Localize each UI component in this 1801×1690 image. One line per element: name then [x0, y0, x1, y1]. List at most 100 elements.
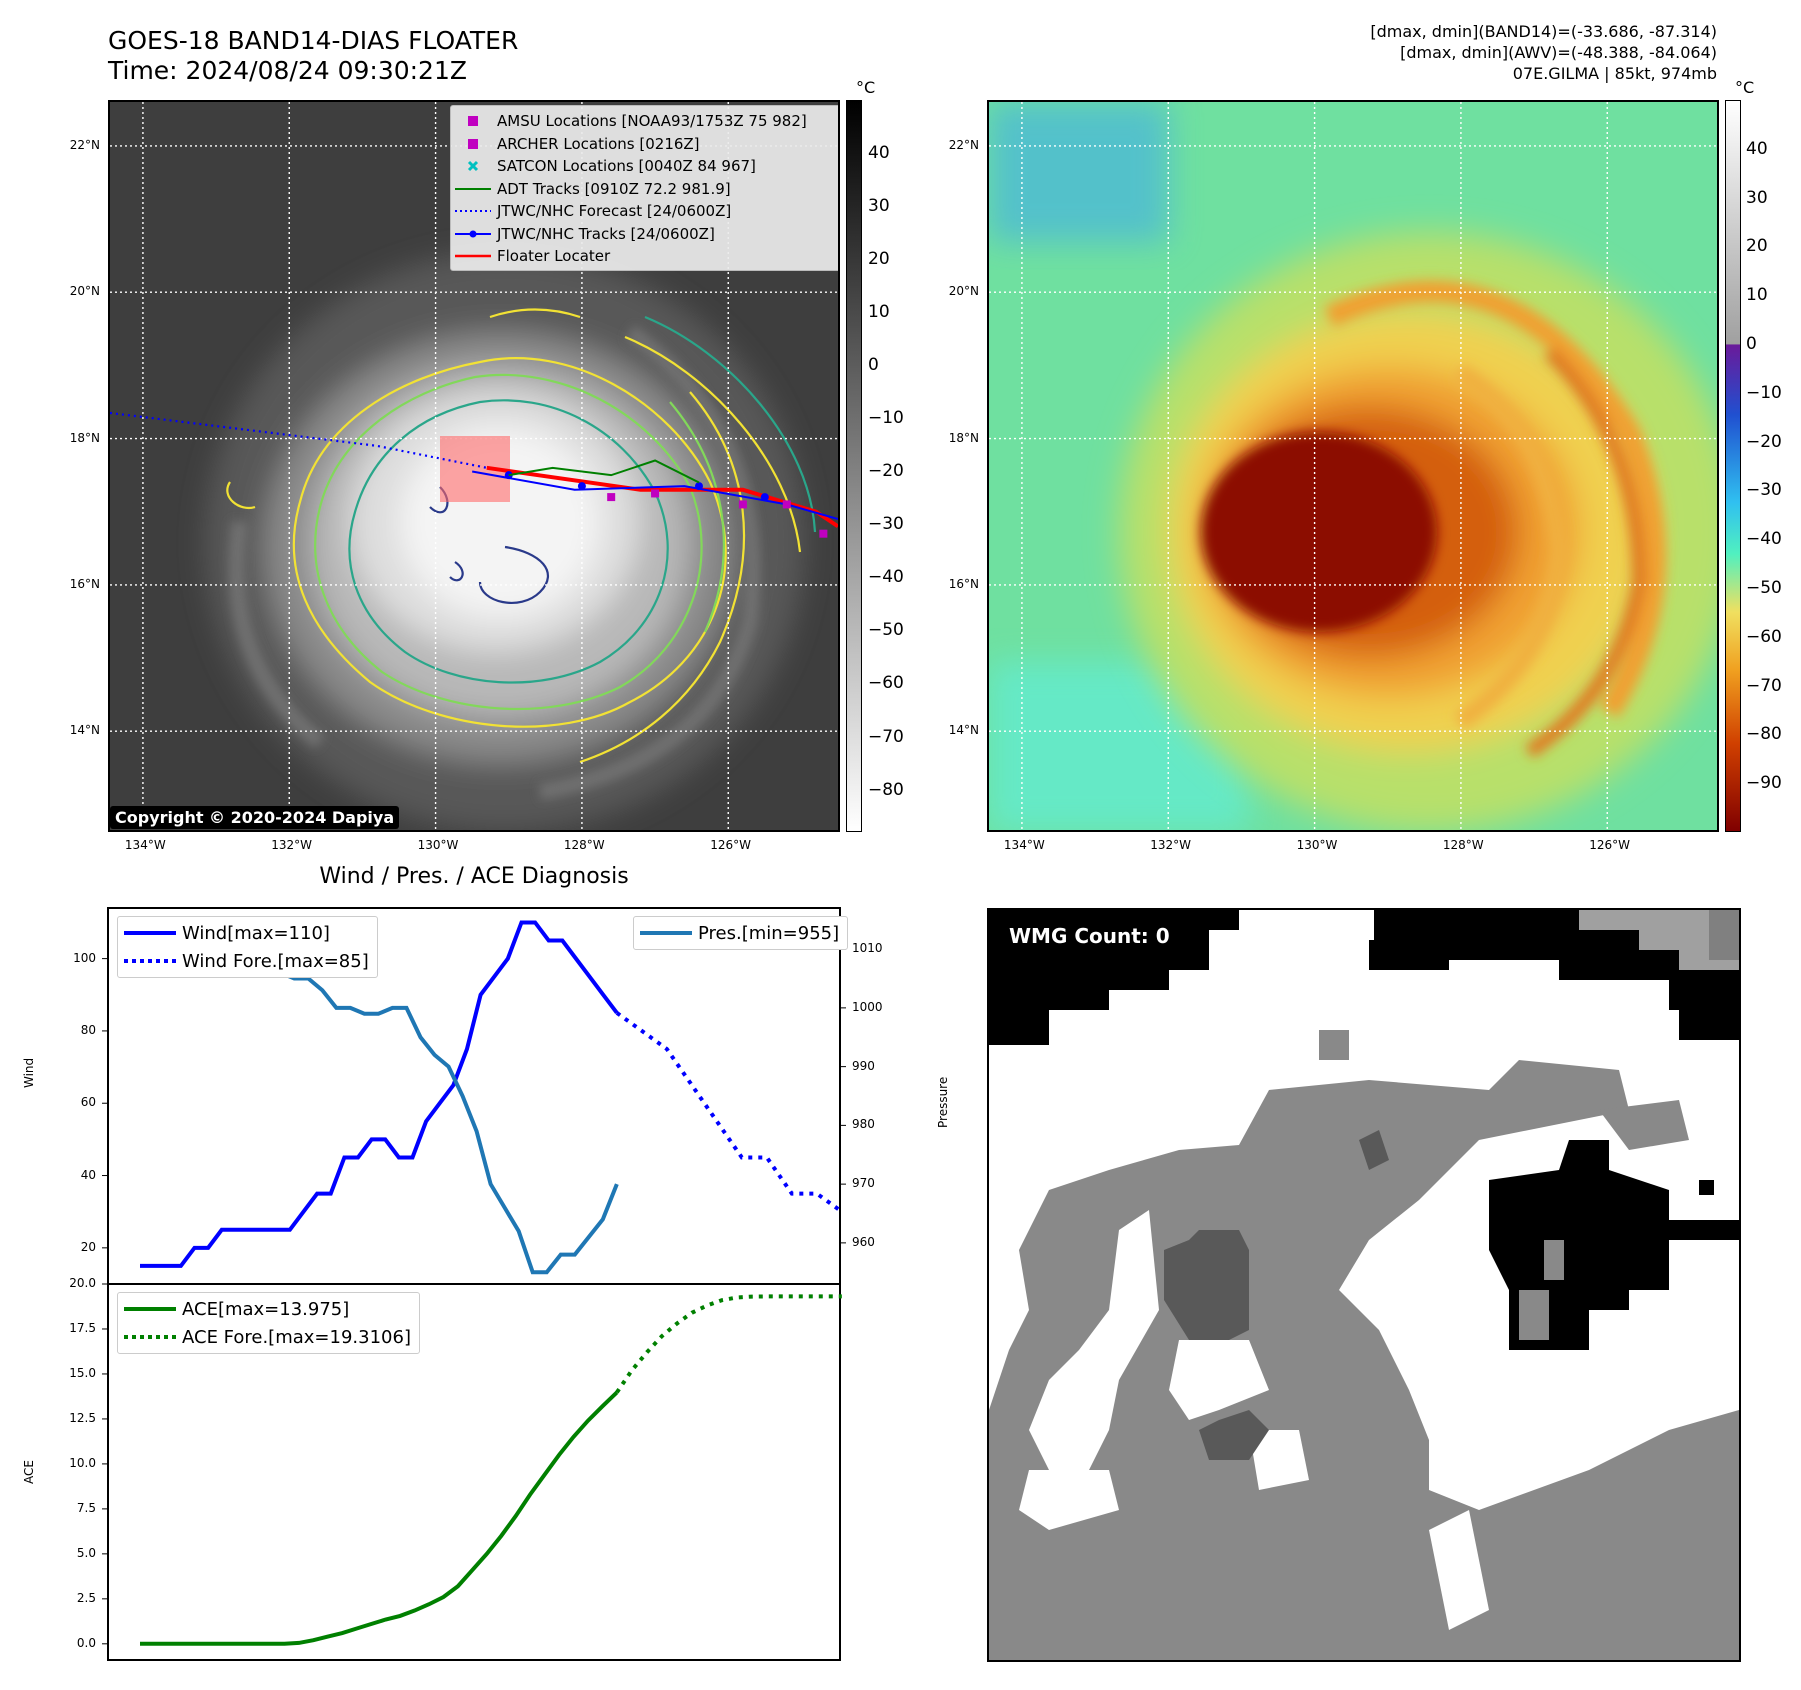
best-track-point: [577, 482, 586, 491]
colorbar-tick-label: −20: [1746, 431, 1782, 452]
lat-tick-label: 14°N: [948, 723, 979, 738]
lat-tick-label: 20°N: [69, 284, 100, 299]
colorbar-tick-label: −60: [868, 673, 904, 694]
dotted-line-icon: [124, 958, 176, 964]
line-icon: [455, 253, 491, 259]
legend-amsu: AMSU Locations [NOAA93/1753Z 75 982]: [455, 110, 837, 133]
lon-tick-label: 132°W: [271, 838, 313, 852]
colorbar-tick-label: 30: [1746, 187, 1768, 208]
ace-tick-label: 5.0: [76, 1545, 96, 1560]
ace-tick-label: 12.5: [69, 1410, 96, 1425]
legend-floater-label: Floater Locater: [497, 247, 611, 266]
legend-ace-fore-label: ACE Fore.[max=19.3106]: [182, 1326, 411, 1348]
legend-forecast-label: JTWC/NHC Forecast [24/0600Z]: [497, 202, 732, 221]
legend-archer-label: ARCHER Locations [0216Z]: [497, 134, 700, 153]
pressure-tick-label: 1010: [852, 941, 883, 956]
diag-chart: [102, 907, 846, 1661]
best-track-point: [694, 482, 703, 491]
colorbar-tick-label: −60: [1746, 626, 1782, 647]
legend-amsu-label: AMSU Locations [NOAA93/1753Z 75 982]: [497, 112, 807, 131]
colorbar-tick-label: −90: [1746, 773, 1782, 794]
amsu-location-marker: [738, 500, 747, 509]
wind-legend: Wind[max=110] Wind Fore.[max=85]: [117, 916, 378, 978]
ace-tick-label: 10.0: [69, 1455, 96, 1470]
wind-series-line: [140, 920, 619, 1268]
colorbar-tick-label: −50: [868, 620, 904, 641]
dotted-line-icon: [124, 1334, 176, 1340]
pressure-legend: Pres.[min=955]: [633, 916, 849, 950]
diag-lines: [138, 918, 844, 1646]
colorbar-tick-label: −10: [868, 408, 904, 429]
diag-title: Wind / Pres. / ACE Diagnosis: [319, 864, 629, 889]
info-line2: [dmax, dmin](AWV)=(-48.388, -84.064): [1400, 43, 1717, 62]
legend-floater: Floater Locater: [455, 245, 837, 268]
wind-forecast-line: [615, 1011, 844, 1214]
ir-colorbar: [846, 100, 862, 832]
pressure-axis-label: Pressure: [936, 1076, 950, 1128]
legend-forecast: JTWC/NHC Forecast [24/0600Z]: [455, 200, 837, 223]
lat-tick-label: 22°N: [69, 137, 100, 152]
square-icon: [455, 138, 491, 150]
pressure-tick-label: 990: [852, 1058, 875, 1073]
lon-tick-label: 130°W: [417, 838, 459, 852]
ace-axis-label: ACE: [22, 1460, 36, 1484]
colorbar-tick-label: 20: [1746, 236, 1768, 257]
ace-tick-label: 2.5: [76, 1590, 96, 1605]
adt-track-line: [508, 459, 700, 484]
lon-tick-label: 130°W: [1296, 838, 1338, 852]
legend-wind-fore: Wind Fore.[max=85]: [118, 947, 369, 975]
colorbar-tick-label: −40: [1746, 529, 1782, 550]
amsu-location-marker: [651, 489, 660, 498]
square-icon: [455, 115, 491, 127]
legend-pres: Pres.[min=955]: [634, 919, 839, 947]
lat-tick-label: 22°N: [948, 137, 979, 152]
legend-adt: ADT Tracks [0910Z 72.2 981.9]: [455, 178, 837, 201]
floater-track-line: [486, 465, 838, 529]
ir-gridlines: [110, 102, 838, 830]
colorbar-tick-label: −20: [868, 461, 904, 482]
lon-tick-label: 126°W: [710, 838, 752, 852]
ace-tick-label: 15.0: [69, 1365, 96, 1380]
best-track-line: [471, 470, 838, 521]
lat-tick-label: 18°N: [69, 430, 100, 445]
colorbar-tick-label: 20: [868, 249, 890, 270]
legend-tracks: JTWC/NHC Tracks [24/0600Z]: [455, 223, 837, 246]
awv-colorbar: [1725, 100, 1741, 832]
legend-ace-label: ACE[max=13.975]: [182, 1298, 350, 1320]
colorbar-tick-label: −80: [868, 779, 904, 800]
pressure-tick-label: 970: [852, 1176, 875, 1191]
lon-tick-label: 132°W: [1150, 838, 1192, 852]
wmg-image: [989, 910, 1739, 1660]
storm-tracks: [110, 411, 838, 538]
lon-tick-label: 134°W: [124, 838, 166, 852]
colorbar-tick-label: −40: [868, 567, 904, 588]
amsu-location-marker: [607, 493, 616, 502]
pressure-tick-label: 960: [852, 1234, 875, 1249]
best-track-point: [760, 493, 769, 502]
wind-tick-label: 40: [80, 1167, 96, 1182]
ir-legend: AMSU Locations [NOAA93/1753Z 75 982] ARC…: [450, 105, 838, 271]
ace-series-line: [140, 1390, 619, 1646]
lon-tick-label: 134°W: [1003, 838, 1045, 852]
line-dot-icon: [455, 229, 491, 239]
colorbar-tick-label: 10: [868, 302, 890, 323]
ace-tick-label: 0.0: [76, 1635, 96, 1650]
colorbar-tick-label: 40: [868, 143, 890, 164]
colorbar-tick-label: −30: [1746, 480, 1782, 501]
x-marker-icon: [455, 160, 491, 172]
forecast-track-line: [110, 411, 488, 469]
lon-tick-label: 128°W: [1442, 838, 1484, 852]
legend-pres-label: Pres.[min=955]: [698, 922, 840, 944]
copyright-label: Copyright © 2020-2024 Dapiya: [110, 806, 400, 829]
wind-tick-label: 100: [73, 950, 96, 965]
amsu-location-marker: [819, 529, 828, 538]
legend-wind: Wind[max=110]: [118, 919, 369, 947]
legend-archer: ARCHER Locations [0216Z]: [455, 133, 837, 156]
legend-wind-fore-label: Wind Fore.[max=85]: [182, 950, 369, 972]
colorbar-tick-label: 10: [1746, 285, 1768, 306]
ace-forecast-line: [615, 1294, 842, 1394]
ace-tick-label: 20.0: [69, 1276, 96, 1290]
legend-satcon-label: SATCON Locations [0040Z 84 967]: [497, 157, 756, 176]
lat-tick-label: 18°N: [948, 430, 979, 445]
ace-axes-frame: [107, 1283, 841, 1661]
